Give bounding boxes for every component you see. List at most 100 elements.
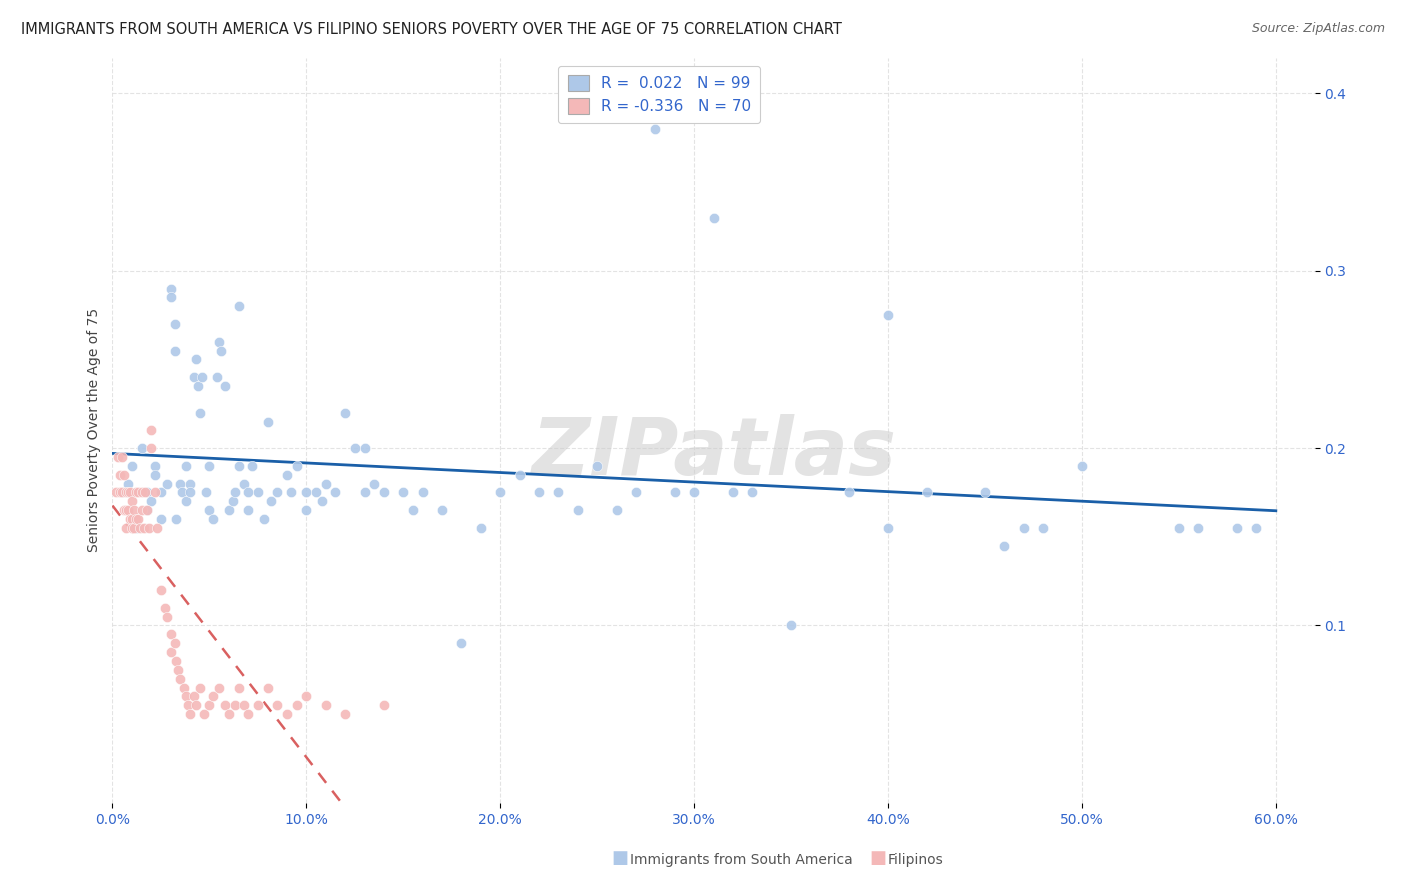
Point bbox=[1032, 521, 1054, 535]
Point bbox=[179, 485, 201, 500]
Point bbox=[527, 485, 550, 500]
Point bbox=[117, 503, 139, 517]
Point bbox=[132, 521, 155, 535]
Point bbox=[143, 458, 166, 473]
Point bbox=[110, 485, 132, 500]
Point bbox=[127, 485, 149, 500]
Point bbox=[1071, 458, 1094, 473]
Text: ZIPatlas: ZIPatlas bbox=[531, 414, 896, 491]
Point bbox=[115, 485, 138, 500]
Point bbox=[624, 485, 647, 500]
Point bbox=[780, 618, 803, 632]
Point bbox=[233, 476, 256, 491]
Point bbox=[169, 672, 191, 686]
Point bbox=[246, 698, 269, 713]
Point bbox=[112, 503, 135, 517]
Point bbox=[276, 467, 298, 482]
Point bbox=[205, 370, 228, 384]
Point bbox=[141, 494, 163, 508]
Point bbox=[266, 485, 288, 500]
Point bbox=[721, 485, 744, 500]
Point bbox=[246, 485, 269, 500]
Point bbox=[218, 707, 240, 722]
Point bbox=[222, 494, 245, 508]
Point bbox=[208, 681, 231, 695]
Point bbox=[118, 512, 141, 526]
Point bbox=[202, 690, 225, 704]
Point bbox=[838, 485, 860, 500]
Point bbox=[149, 582, 172, 597]
Text: ■: ■ bbox=[869, 849, 886, 867]
Point bbox=[163, 636, 186, 650]
Point bbox=[136, 503, 159, 517]
Point bbox=[131, 441, 153, 455]
Point bbox=[198, 698, 221, 713]
Point bbox=[156, 476, 179, 491]
Point bbox=[122, 521, 145, 535]
Point bbox=[121, 494, 143, 508]
Point bbox=[183, 690, 205, 704]
Point bbox=[305, 485, 328, 500]
Y-axis label: Seniors Poverty Over the Age of 75: Seniors Poverty Over the Age of 75 bbox=[87, 309, 101, 552]
Point bbox=[136, 503, 159, 517]
Point bbox=[430, 503, 453, 517]
Point bbox=[343, 441, 366, 455]
Point bbox=[111, 485, 134, 500]
Point bbox=[131, 503, 153, 517]
Point bbox=[143, 485, 166, 500]
Point bbox=[915, 485, 938, 500]
Point bbox=[174, 458, 197, 473]
Point bbox=[134, 485, 156, 500]
Point bbox=[138, 521, 160, 535]
Point bbox=[353, 441, 375, 455]
Point bbox=[193, 707, 215, 722]
Point bbox=[363, 476, 385, 491]
Point bbox=[149, 512, 172, 526]
Point bbox=[110, 467, 132, 482]
Point bbox=[333, 406, 356, 420]
Point bbox=[188, 406, 211, 420]
Point bbox=[285, 698, 308, 713]
Point bbox=[156, 609, 179, 624]
Point bbox=[194, 485, 217, 500]
Point bbox=[315, 698, 337, 713]
Point bbox=[141, 424, 163, 438]
Point bbox=[233, 698, 256, 713]
Point bbox=[117, 476, 139, 491]
Point bbox=[218, 503, 240, 517]
Point bbox=[276, 707, 298, 722]
Point bbox=[266, 698, 288, 713]
Point bbox=[190, 370, 212, 384]
Point bbox=[256, 681, 278, 695]
Point bbox=[285, 458, 308, 473]
Point bbox=[238, 485, 260, 500]
Point bbox=[392, 485, 415, 500]
Point bbox=[1167, 521, 1189, 535]
Point bbox=[125, 512, 148, 526]
Point bbox=[111, 485, 134, 500]
Point bbox=[187, 379, 209, 393]
Point bbox=[141, 441, 163, 455]
Point bbox=[131, 485, 153, 500]
Point bbox=[209, 343, 232, 358]
Point bbox=[295, 485, 318, 500]
Text: ■: ■ bbox=[612, 849, 628, 867]
Point bbox=[547, 485, 569, 500]
Point bbox=[169, 476, 191, 491]
Point bbox=[174, 690, 197, 704]
Point bbox=[509, 467, 531, 482]
Point bbox=[159, 627, 181, 641]
Point bbox=[1187, 521, 1209, 535]
Point bbox=[586, 458, 609, 473]
Point bbox=[125, 521, 148, 535]
Point bbox=[333, 707, 356, 722]
Point bbox=[153, 600, 176, 615]
Point bbox=[198, 458, 221, 473]
Point bbox=[260, 494, 283, 508]
Point bbox=[741, 485, 763, 500]
Point bbox=[1226, 521, 1249, 535]
Point bbox=[877, 521, 900, 535]
Point bbox=[121, 458, 143, 473]
Point bbox=[450, 636, 472, 650]
Point bbox=[470, 521, 492, 535]
